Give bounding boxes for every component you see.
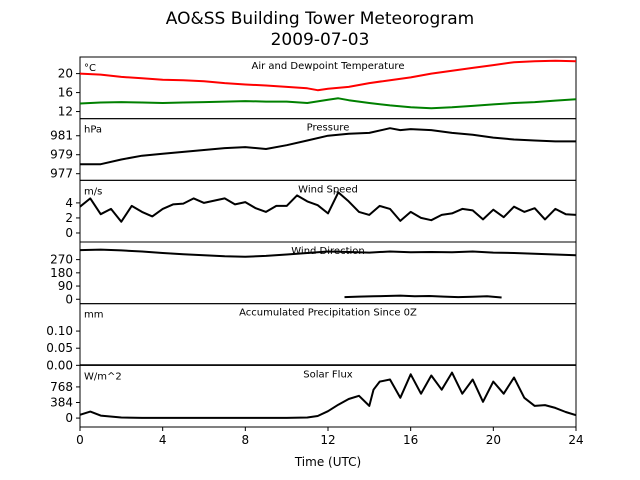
panel-unit-solar: W/m^2: [84, 371, 122, 382]
y-tick-label-temperature: 20: [58, 67, 73, 81]
y-tick-label-precipitation: 0.10: [46, 324, 73, 338]
y-tick-label-pressure: 981: [50, 129, 73, 143]
x-axis-label: Time (UTC): [294, 455, 361, 469]
y-tick-label-wind_speed: 4: [65, 196, 73, 210]
panel-title-precipitation: Accumulated Precipitation Since 0Z: [239, 308, 417, 319]
y-tick-label-wind_direction: 0: [65, 292, 73, 306]
x-tick-label: 24: [568, 433, 583, 447]
y-tick-label-solar: 768: [50, 380, 73, 394]
x-tick-label: 20: [486, 433, 501, 447]
y-tick-label-solar: 384: [50, 395, 73, 409]
x-tick-label: 4: [159, 433, 167, 447]
panel-unit-wind_speed: m/s: [84, 186, 102, 197]
y-tick-label-temperature: 12: [58, 105, 73, 119]
y-tick-label-wind_direction: 270: [50, 253, 73, 267]
panel-unit-temperature: °C: [84, 63, 96, 74]
figure-subtitle: 2009-07-03: [271, 30, 370, 50]
figure-title: AO&SS Building Tower Meteorogram: [166, 9, 474, 29]
panel-unit-precipitation: mm: [84, 310, 103, 321]
panel-wind_speed: 024 m/s Wind Speed: [65, 179, 577, 243]
series-line-wind_speed-0: [80, 191, 576, 223]
panel-unit-pressure: hPa: [84, 125, 102, 136]
x-tick-label: 16: [403, 433, 418, 447]
panel-title-solar: Solar Flux: [303, 369, 353, 380]
y-tick-label-solar: 0: [65, 411, 73, 425]
y-tick-label-precipitation: 0.00: [46, 358, 73, 372]
panel-title-pressure: Pressure: [307, 123, 350, 134]
y-tick-label-wind_speed: 0: [65, 226, 73, 240]
y-tick-label-wind_speed: 2: [65, 211, 73, 225]
panel-precipitation: 0.00 0.05 0.10 mm Accumulated Precipitation …: [46, 303, 577, 372]
panel-pressure: 977 979 981 hPa Pressure: [50, 118, 577, 181]
panel-title-temperature: Air and Dewpoint Temperature: [252, 61, 405, 72]
y-tick-label-pressure: 977: [50, 167, 73, 181]
series-line-temperature-1: [80, 97, 576, 110]
x-tick-label: 12: [320, 433, 335, 447]
y-tick-label-temperature: 16: [58, 86, 73, 100]
series-line-temperature-0: [80, 59, 576, 92]
x-tick-label: 8: [242, 433, 250, 447]
y-tick-label-precipitation: 0.05: [46, 341, 73, 355]
y-tick-label-pressure: 979: [50, 148, 73, 162]
series-line-solar-0: [80, 371, 576, 419]
series-line-wind_direction-1: [344, 294, 502, 299]
y-tick-label-wind_direction: 180: [50, 266, 73, 280]
series-line-wind_direction-0: [80, 248, 576, 258]
series-line-pressure-0: [80, 127, 576, 166]
x-tick-label: 0: [76, 433, 84, 447]
y-tick-label-wind_direction: 90: [58, 279, 73, 293]
panel-temperature: 12 16 20 °C Air and Dewpoint Temperature: [58, 56, 577, 120]
panel-title-wind_speed: Wind Speed: [298, 184, 358, 195]
